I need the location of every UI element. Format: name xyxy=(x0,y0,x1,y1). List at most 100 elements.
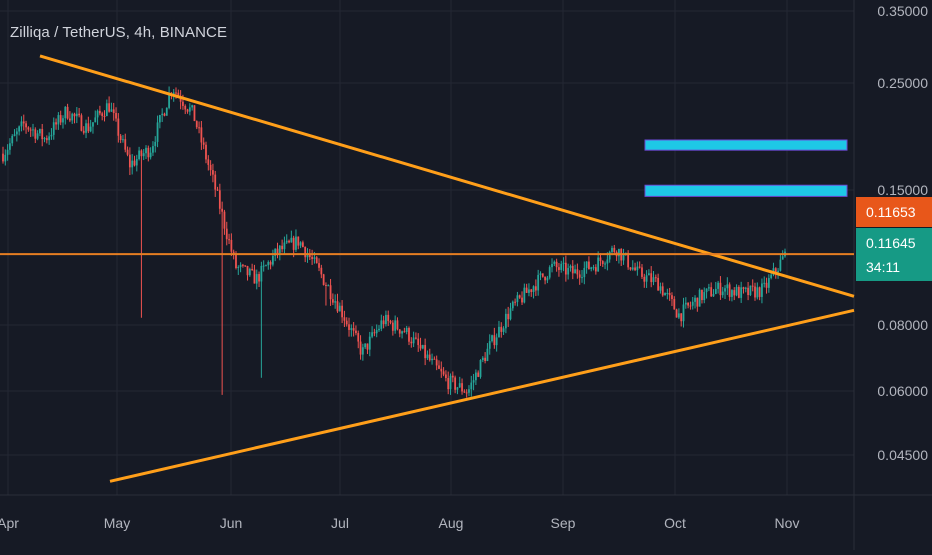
candle-body xyxy=(297,236,300,246)
candle xyxy=(338,302,341,312)
candle-body xyxy=(128,154,131,168)
candle-body xyxy=(68,118,71,121)
symbol-title: Zilliqa / TetherUS, 4h, BINANCE xyxy=(10,24,228,41)
candle xyxy=(212,163,214,183)
candle-body xyxy=(239,264,242,267)
candle-body xyxy=(334,301,337,303)
candle-body xyxy=(567,267,570,275)
candle-body xyxy=(484,357,487,362)
candle xyxy=(731,289,733,302)
candle-body xyxy=(657,277,660,291)
candle-body xyxy=(477,372,480,377)
candle-body xyxy=(283,242,286,250)
candle-body xyxy=(191,105,194,108)
candle-body xyxy=(258,274,260,282)
candle xyxy=(359,335,362,360)
candle-body xyxy=(578,274,581,278)
candle-body xyxy=(110,109,113,112)
candle-body xyxy=(214,174,217,190)
candle-body xyxy=(325,284,327,286)
candle-body xyxy=(537,274,540,291)
candle-body xyxy=(493,335,496,346)
candle-body xyxy=(461,383,463,392)
candle xyxy=(454,375,457,394)
candle-body xyxy=(382,320,385,325)
candle xyxy=(301,240,304,248)
candle xyxy=(200,120,203,150)
candle xyxy=(687,302,690,309)
candle xyxy=(523,283,526,304)
candle-body xyxy=(643,276,646,282)
candle-body xyxy=(145,147,147,154)
candle xyxy=(758,286,761,301)
candle xyxy=(140,149,143,318)
candle xyxy=(115,107,117,122)
candle-body xyxy=(761,283,763,297)
candle-body xyxy=(230,239,233,252)
candle-body xyxy=(108,103,111,112)
candle-body xyxy=(767,278,770,288)
candle xyxy=(223,209,226,235)
candle-body xyxy=(255,274,258,284)
candle xyxy=(701,289,703,304)
candle-body xyxy=(193,105,196,122)
candle-body xyxy=(410,341,413,344)
candle xyxy=(643,273,646,288)
candle-body xyxy=(45,138,48,141)
candle-body xyxy=(638,266,641,268)
last-price-label: 0.11645 xyxy=(866,235,916,251)
candle xyxy=(198,121,200,134)
candle-body xyxy=(177,92,180,97)
candle xyxy=(474,369,477,386)
candle-body xyxy=(39,128,41,134)
candle xyxy=(479,359,482,379)
candle xyxy=(468,385,470,397)
candle-body xyxy=(726,284,729,289)
y-axis: 0.35000 0.25000 0.15000 0.08000 0.06000 0.045… xyxy=(877,3,928,463)
candle xyxy=(43,136,46,143)
candle xyxy=(657,273,660,291)
candle xyxy=(265,264,267,267)
candle-body xyxy=(601,261,604,264)
candle-body xyxy=(521,297,523,303)
candle xyxy=(703,287,706,304)
candle xyxy=(544,276,546,285)
candle xyxy=(608,250,611,263)
candle xyxy=(634,262,636,272)
candle xyxy=(707,283,710,292)
candle xyxy=(45,135,48,144)
candle xyxy=(373,328,376,337)
candle xyxy=(311,249,314,265)
candle-body xyxy=(315,257,318,264)
candle-body xyxy=(304,246,307,258)
candle-body xyxy=(124,139,127,150)
candle-body xyxy=(765,282,768,288)
candle-body xyxy=(52,122,55,135)
candle-body xyxy=(338,305,341,312)
candle-body xyxy=(641,267,643,277)
candle-body xyxy=(345,320,348,325)
candle-body xyxy=(126,149,129,155)
candle xyxy=(590,266,593,272)
candle-body xyxy=(541,273,544,277)
candle-body xyxy=(426,354,429,359)
x-tick-label: Sep xyxy=(551,515,576,531)
candle xyxy=(763,276,766,288)
candle xyxy=(666,288,669,300)
candle xyxy=(747,281,749,301)
candle xyxy=(255,269,258,290)
candle xyxy=(470,375,473,397)
candle-body xyxy=(209,164,212,171)
candle-body xyxy=(498,326,500,338)
candle-body xyxy=(205,144,207,160)
candle xyxy=(380,314,383,332)
candle xyxy=(689,301,692,310)
candle-body xyxy=(212,170,214,175)
candle-body xyxy=(198,127,200,129)
candle-body xyxy=(149,152,152,158)
candle xyxy=(410,337,413,348)
candle xyxy=(684,297,687,309)
candle xyxy=(366,343,369,355)
